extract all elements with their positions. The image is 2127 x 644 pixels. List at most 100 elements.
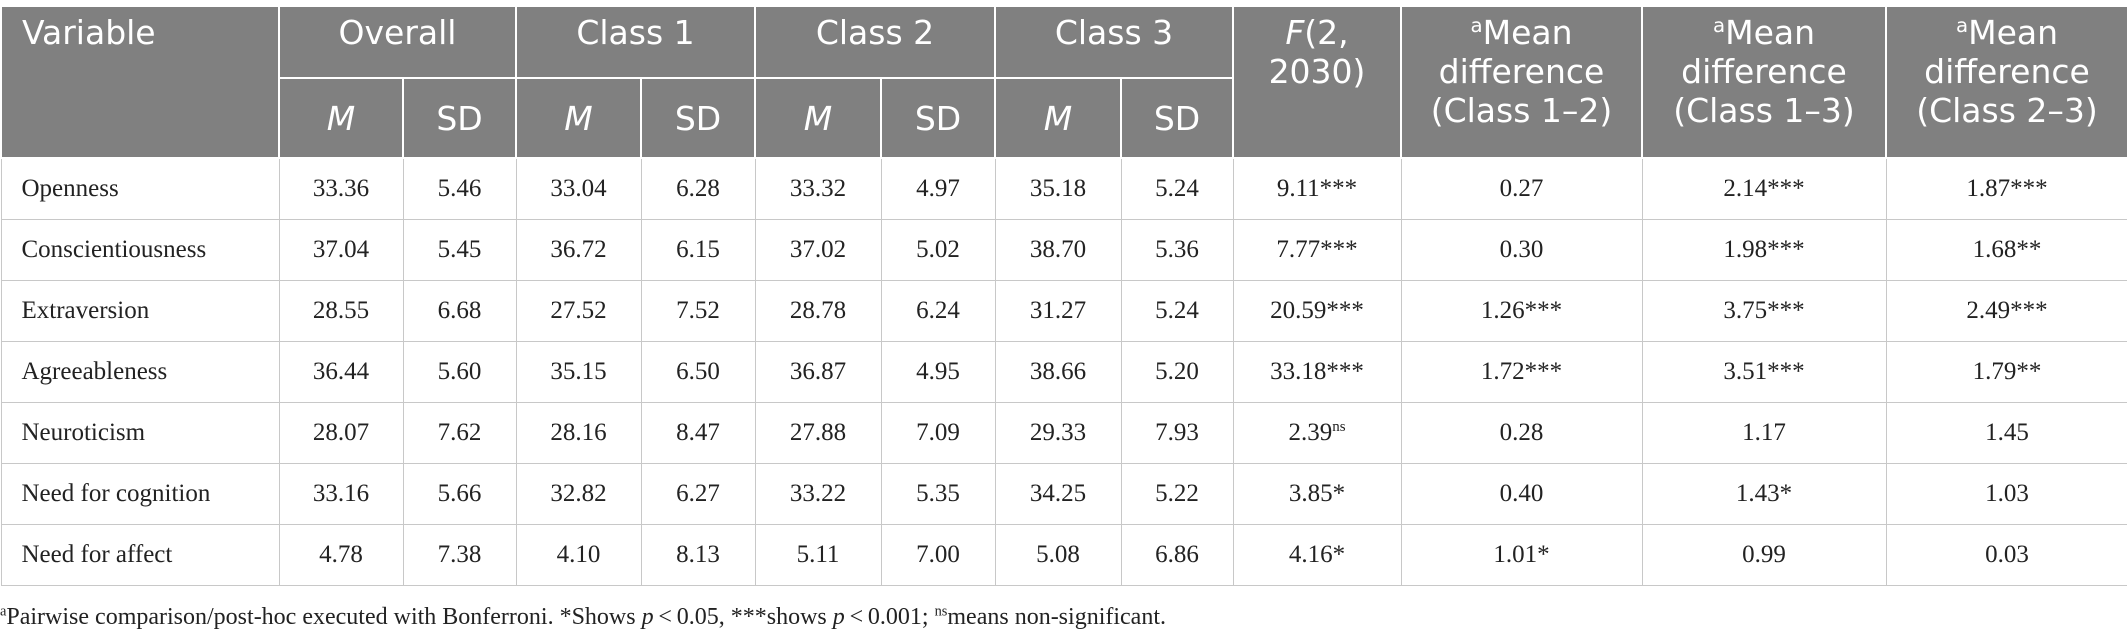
table-row: Conscientiousness 37.04 5.45 36.72 6.15 37.02… bbox=[0, 219, 2127, 281]
row-label: Need for affect bbox=[0, 524, 280, 586]
row-label: Agreeableness bbox=[0, 341, 280, 403]
footnote: aPairwise comparison/post-hoc executed w… bbox=[0, 604, 1166, 631]
text: means non-significant. bbox=[947, 604, 1166, 630]
sub-header: M bbox=[278, 77, 404, 159]
superscript: ns bbox=[1332, 419, 1346, 435]
table-cell: 1.43* bbox=[1641, 463, 1887, 525]
table-cell: 9.11*** bbox=[1232, 157, 1402, 220]
superscript: a bbox=[0, 603, 7, 620]
table-cell: 7.77*** bbox=[1232, 219, 1402, 281]
table-cell: 1.72*** bbox=[1400, 341, 1643, 403]
table-cell: 0.27 bbox=[1400, 157, 1643, 220]
superscript: ns bbox=[934, 603, 948, 620]
row-label: Openness bbox=[0, 157, 280, 220]
table-row: Openness 33.36 5.46 33.04 6.28 33.32 4.97 35.18… bbox=[0, 157, 2127, 220]
table-cell: 34.25 bbox=[994, 463, 1122, 525]
table-cell: 6.50 bbox=[640, 341, 756, 403]
table-cell: 1.68** bbox=[1885, 219, 2127, 281]
table-cell: 33.16 bbox=[278, 463, 404, 525]
table-cell: 29.33 bbox=[994, 402, 1122, 464]
text: Mean difference (Class 1–3) bbox=[1673, 13, 1855, 130]
table-cell: 1.01* bbox=[1400, 524, 1643, 586]
header-cell: aMean difference (Class 1–3) bbox=[1641, 5, 1887, 159]
row-label: Conscientiousness bbox=[0, 219, 280, 281]
header-cell: aMean difference (Class 2–3) bbox=[1885, 5, 2127, 159]
table-cell: 5.11 bbox=[754, 524, 882, 586]
table-cell: 31.27 bbox=[994, 280, 1122, 342]
sub-header: SD bbox=[640, 77, 756, 159]
data-table: Variable Overall Class 1 Class 2 Class 3 F(2,… bbox=[0, 5, 2127, 586]
table-cell: 3.51*** bbox=[1641, 341, 1887, 403]
row-label: Neuroticism bbox=[0, 402, 280, 464]
table-header: Variable Overall Class 1 Class 2 Class 3 F(2,… bbox=[0, 5, 2127, 159]
table-cell: 33.04 bbox=[515, 157, 642, 220]
table-cell: 28.78 bbox=[754, 280, 882, 342]
sub-header: SD bbox=[402, 77, 517, 159]
italic-text: p bbox=[641, 604, 654, 630]
table-cell: 2.14*** bbox=[1641, 157, 1887, 220]
table-cell: 0.30 bbox=[1400, 219, 1643, 281]
table-cell: 1.17 bbox=[1641, 402, 1887, 464]
table-cell: 5.08 bbox=[994, 524, 1122, 586]
table-cell: 0.28 bbox=[1400, 402, 1643, 464]
table-cell: 5.60 bbox=[402, 341, 517, 403]
row-label: Need for cognition bbox=[0, 463, 280, 525]
text: < 0.05, ***shows bbox=[653, 604, 833, 630]
table-cell: 1.03 bbox=[1885, 463, 2127, 525]
header-row: Variable Overall Class 1 Class 2 Class 3 F(2,… bbox=[0, 5, 2127, 159]
row-label: Extraversion bbox=[0, 280, 280, 342]
table-cell: 4.16* bbox=[1232, 524, 1402, 586]
table-cell: 37.04 bbox=[278, 219, 404, 281]
table-cell: 5.24 bbox=[1120, 280, 1234, 342]
table-cell: 33.36 bbox=[278, 157, 404, 220]
sub-header: M bbox=[515, 77, 642, 159]
table-cell: 1.98*** bbox=[1641, 219, 1887, 281]
table-cell: 33.22 bbox=[754, 463, 882, 525]
table-cell: 38.66 bbox=[994, 341, 1122, 403]
table-cell: 7.00 bbox=[880, 524, 996, 586]
table-cell: 5.24 bbox=[1120, 157, 1234, 220]
table-row: Need for affect 4.78 7.38 4.10 8.13 5.11 7.00 5… bbox=[0, 524, 2127, 586]
table-row: Extraversion 28.55 6.68 27.52 7.52 28.78 6.24 3… bbox=[0, 280, 2127, 342]
table-cell: 35.18 bbox=[994, 157, 1122, 220]
table-cell: 6.68 bbox=[402, 280, 517, 342]
superscript: a bbox=[1470, 14, 1483, 38]
sub-header: M bbox=[994, 77, 1122, 159]
header-row: M SD M SD M SD M SD bbox=[1, 77, 2127, 159]
table-cell: 4.95 bbox=[880, 341, 996, 403]
table-cell: 27.88 bbox=[754, 402, 882, 464]
group-header: Overall bbox=[278, 5, 517, 79]
header-cell: Variable bbox=[0, 5, 280, 159]
table-row: Neuroticism 28.07 7.62 28.16 8.47 27.88 7.09 29… bbox=[0, 402, 2127, 464]
table-cell: 6.28 bbox=[640, 157, 756, 220]
table-cell: 0.40 bbox=[1400, 463, 1643, 525]
text: Pairwise comparison/post-hoc executed wi… bbox=[6, 604, 642, 630]
table-cell: 35.15 bbox=[515, 341, 642, 403]
sub-header: SD bbox=[1120, 77, 1234, 159]
italic-text: F bbox=[1285, 13, 1305, 52]
text: Mean difference (Class 1–2) bbox=[1430, 13, 1613, 130]
table-cell: 28.07 bbox=[278, 402, 404, 464]
italic-text: p bbox=[832, 604, 845, 630]
group-header: Class 1 bbox=[515, 5, 756, 79]
table-cell: 20.59*** bbox=[1232, 280, 1402, 342]
sub-header: SD bbox=[880, 77, 996, 159]
table-cell: 36.44 bbox=[278, 341, 404, 403]
table-cell: 7.52 bbox=[640, 280, 756, 342]
table-cell: 1.45 bbox=[1885, 402, 2127, 464]
text: Mean difference (Class 2–3) bbox=[1916, 13, 2098, 130]
table-cell: 28.16 bbox=[515, 402, 642, 464]
table-cell: 36.72 bbox=[515, 219, 642, 281]
table-cell: 5.45 bbox=[402, 219, 517, 281]
table-row: Need for cognition 33.16 5.66 32.82 6.27 33.2… bbox=[0, 463, 2127, 525]
group-header: Class 2 bbox=[754, 5, 996, 79]
table-cell: 4.78 bbox=[278, 524, 404, 586]
table-cell: 1.26*** bbox=[1400, 280, 1643, 342]
table-cell: 8.13 bbox=[640, 524, 756, 586]
group-header: Class 3 bbox=[994, 5, 1234, 79]
table-cell: 5.36 bbox=[1120, 219, 1234, 281]
table-cell: 28.55 bbox=[278, 280, 404, 342]
table-cell: 5.02 bbox=[880, 219, 996, 281]
superscript: a bbox=[1712, 14, 1726, 38]
